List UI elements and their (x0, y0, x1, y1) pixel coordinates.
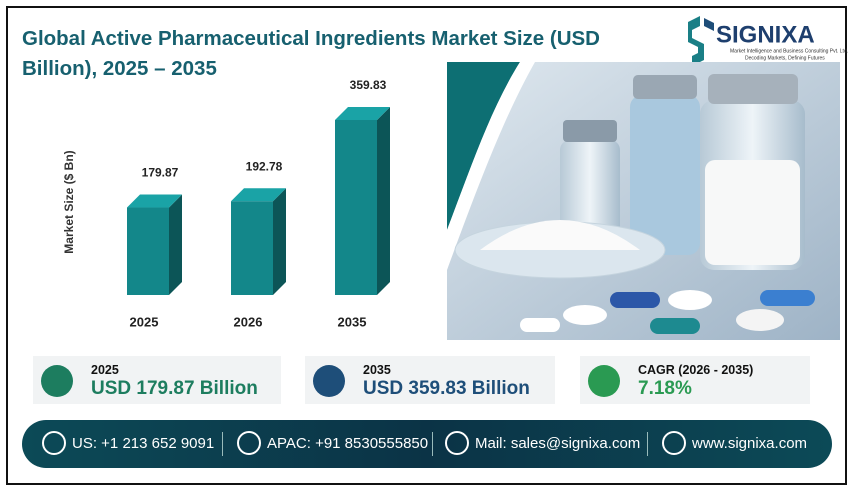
y-axis-label: Market Size ($ Bn) (62, 150, 76, 253)
bar-side (169, 194, 182, 295)
bar (335, 120, 377, 295)
stat-label: 2025 (91, 363, 119, 377)
mail-icon (445, 431, 469, 455)
web-icon (662, 431, 686, 455)
stat-label: CAGR (2026 - 2035) (638, 363, 754, 377)
logo: SIGNIXA Market Intelligence and Business… (688, 16, 848, 66)
x-tick-label: 2035 (338, 314, 367, 329)
data-label: 179.87 (142, 166, 179, 180)
stat-value: 7.18% (638, 378, 692, 399)
contact-bar: US: +1 213 652 9091 APAC: +91 8530555850… (22, 420, 832, 468)
x-tick-label: 2026 (234, 314, 263, 329)
contact[interactable]: www.signixa.com (692, 435, 808, 452)
stat-value: USD 179.87 Billion (91, 378, 258, 399)
bar-side (377, 107, 390, 295)
stat-card: CAGR (2026 - 2035) 7.18% (580, 356, 810, 404)
x-tick-label: 2025 (130, 314, 159, 329)
stat-value: USD 359.83 Billion (363, 378, 530, 399)
stat-label: 2035 (363, 363, 391, 377)
separator (432, 432, 433, 456)
bar (231, 201, 273, 295)
bar-top (335, 107, 390, 120)
tagline: Market Intelligence and Business Consult… (730, 48, 848, 54)
brand: SIGNIXA (716, 21, 815, 48)
phone-icon (237, 431, 261, 455)
stat-card: 2035 USD 359.83 Billion (305, 356, 555, 404)
product-photo (447, 62, 840, 340)
separator (647, 432, 648, 456)
bar (127, 207, 169, 295)
bar-top (127, 194, 182, 208)
phone-icon (42, 431, 66, 455)
data-label: 192.78 (246, 159, 283, 173)
bar-side (273, 188, 286, 295)
contact[interactable]: Mail: sales@signixa.com (475, 435, 641, 452)
bar-top (231, 188, 286, 202)
data-label: 359.83 (350, 78, 387, 92)
separator (222, 432, 223, 456)
stat-card: 2025 USD 179.87 Billion (33, 356, 281, 404)
chart-title: Global Active Pharmaceutical Ingredients… (22, 27, 600, 80)
contact[interactable]: APAC: +91 8530555850 (267, 435, 429, 452)
motto: Decoding Markets, Defining Futures (745, 55, 825, 61)
frame (6, 6, 847, 485)
contact[interactable]: US: +1 213 652 9091 (72, 435, 215, 452)
